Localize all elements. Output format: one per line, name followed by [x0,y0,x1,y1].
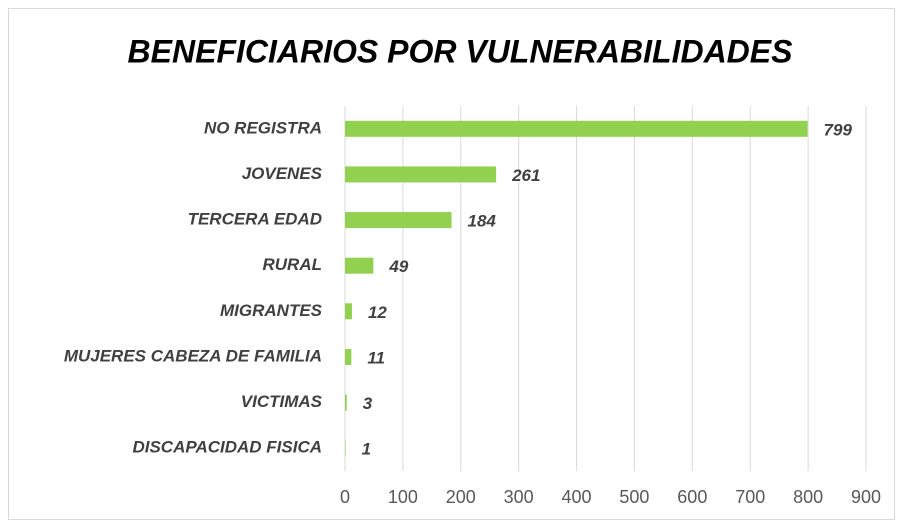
value-label: 1 [362,440,371,459]
value-label: 12 [368,303,387,322]
value-label: 799 [824,120,853,139]
bar [345,348,352,365]
x-tick-label: 600 [677,487,707,507]
x-tick-label: 400 [562,487,592,507]
bar [345,166,497,183]
value-label: 184 [468,212,497,231]
x-tick-label: 200 [446,487,476,507]
value-label: 49 [388,257,408,276]
x-tick-label: 0 [340,487,350,507]
y-tick-label: MIGRANTES [220,301,323,320]
x-tick-label: 500 [619,487,649,507]
chart-border [8,8,895,520]
y-tick-label: DISCAPACIDAD FISICA [132,438,322,457]
bar [345,440,346,457]
x-tick-label: 300 [504,487,534,507]
y-tick-label: TERCERA EDAD [188,210,322,229]
bar [345,212,452,229]
x-tick-label: 700 [735,487,765,507]
value-label: 261 [511,166,540,185]
value-label: 3 [363,394,373,413]
y-tick-label: RURAL [263,255,323,274]
value-label: 11 [367,348,385,367]
y-tick-label: MUJERES CABEZA DE FAMILIA [64,346,322,365]
x-tick-label: 100 [388,487,418,507]
bar [345,257,374,274]
x-tick-label: 800 [793,487,823,507]
chart-title: BENEFICIARIOS POR VULNERABILIDADES [128,33,794,69]
y-tick-label: NO REGISTRA [204,118,322,137]
y-tick-label: VICTIMAS [241,392,323,411]
bar [345,303,352,320]
y-tick-label: JOVENES [242,164,323,183]
x-tick-label: 900 [851,487,881,507]
bar [345,394,347,411]
bar [345,120,808,137]
